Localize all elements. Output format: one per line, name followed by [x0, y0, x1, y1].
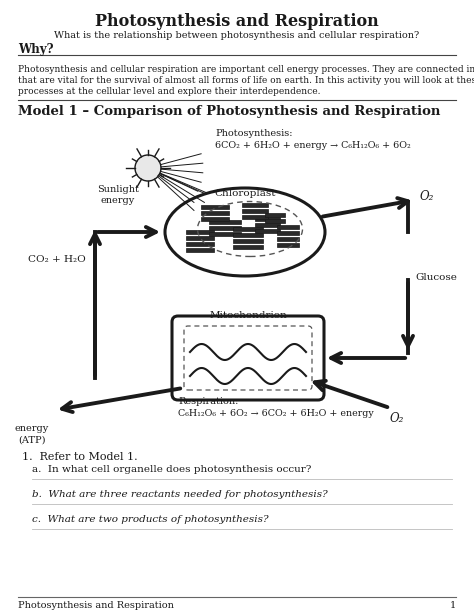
Bar: [233, 245, 263, 249]
Ellipse shape: [165, 188, 325, 276]
Text: Chloroplast: Chloroplast: [214, 189, 276, 197]
Bar: [265, 219, 285, 223]
Text: that are vital for the survival of almost all forms of life on earth. In this ac: that are vital for the survival of almos…: [18, 76, 474, 85]
Text: 1.  Refer to Model 1.: 1. Refer to Model 1.: [22, 452, 137, 462]
Bar: [255, 229, 281, 233]
Text: CO₂ + H₂O: CO₂ + H₂O: [28, 256, 86, 264]
Bar: [209, 220, 241, 224]
Text: Why?: Why?: [18, 44, 54, 56]
Bar: [186, 230, 214, 234]
Text: Photosynthesis and cellular respiration are important cell energy processes. The: Photosynthesis and cellular respiration …: [18, 65, 474, 74]
Bar: [201, 205, 229, 209]
FancyBboxPatch shape: [172, 316, 324, 400]
Bar: [242, 203, 268, 207]
Bar: [242, 209, 268, 213]
Bar: [209, 226, 241, 230]
Bar: [265, 213, 285, 217]
Text: Respiration:: Respiration:: [178, 397, 238, 406]
Text: 6CO₂ + 6H₂O + energy → C₆H₁₂O₆ + 6O₂: 6CO₂ + 6H₂O + energy → C₆H₁₂O₆ + 6O₂: [215, 140, 411, 150]
Text: O₂: O₂: [390, 411, 404, 424]
Text: O₂: O₂: [420, 189, 434, 202]
Circle shape: [135, 155, 161, 181]
Text: b.  What are three reactants needed for photosynthesis?: b. What are three reactants needed for p…: [32, 490, 328, 499]
Text: energy
(ATP): energy (ATP): [15, 424, 49, 444]
Bar: [233, 239, 263, 243]
Bar: [186, 236, 214, 240]
Text: Mitochondrion: Mitochondrion: [209, 311, 287, 321]
Text: processes at the cellular level and explore their interdependence.: processes at the cellular level and expl…: [18, 87, 320, 96]
Text: C₆H₁₂O₆ + 6O₂ → 6CO₂ + 6H₂O + energy: C₆H₁₂O₆ + 6O₂ → 6CO₂ + 6H₂O + energy: [178, 409, 374, 419]
Bar: [233, 233, 263, 237]
Text: What is the relationship between photosynthesis and cellular respiration?: What is the relationship between photosy…: [55, 31, 419, 40]
Text: Glucose: Glucose: [415, 273, 457, 281]
Bar: [186, 242, 214, 246]
Text: Model 1 – Comparison of Photosynthesis and Respiration: Model 1 – Comparison of Photosynthesis a…: [18, 105, 440, 118]
Bar: [277, 231, 299, 235]
Bar: [201, 217, 229, 221]
Text: Sunlight
energy: Sunlight energy: [97, 185, 139, 205]
Text: Photosynthesis and Respiration: Photosynthesis and Respiration: [95, 13, 379, 31]
Bar: [277, 237, 299, 241]
Text: 1: 1: [450, 601, 456, 609]
Bar: [255, 217, 281, 221]
Bar: [209, 232, 241, 236]
Text: Photosynthesis and Respiration: Photosynthesis and Respiration: [18, 601, 174, 609]
Bar: [255, 223, 281, 227]
Bar: [186, 248, 214, 252]
Text: c.  What are two products of photosynthesis?: c. What are two products of photosynthes…: [32, 515, 269, 524]
Text: a.  In what cell organelle does photosynthesis occur?: a. In what cell organelle does photosynt…: [32, 465, 311, 474]
Bar: [277, 225, 299, 229]
Bar: [233, 227, 263, 231]
Text: Photosynthesis:: Photosynthesis:: [215, 129, 292, 137]
Bar: [277, 243, 299, 247]
Bar: [201, 211, 229, 215]
Bar: [242, 215, 268, 219]
